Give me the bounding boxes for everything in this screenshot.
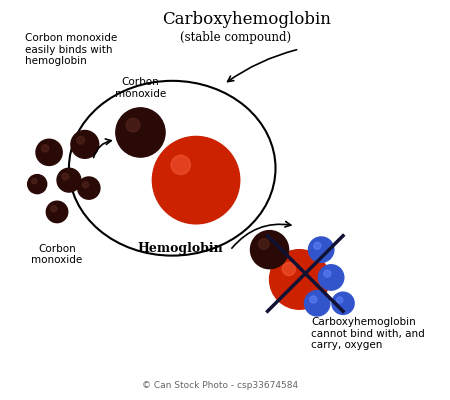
Text: Carboxyhemoglobin: Carboxyhemoglobin (162, 11, 331, 28)
Circle shape (171, 155, 190, 174)
Circle shape (57, 168, 81, 192)
Text: Corbon monoxide
easily binds with
hemoglobin: Corbon monoxide easily binds with hemogl… (25, 33, 117, 66)
Circle shape (62, 173, 69, 180)
Circle shape (41, 145, 49, 152)
Circle shape (270, 250, 329, 309)
Circle shape (78, 177, 100, 199)
Circle shape (319, 265, 344, 290)
Circle shape (308, 237, 334, 262)
Circle shape (153, 136, 240, 224)
Circle shape (337, 297, 343, 303)
Circle shape (27, 174, 47, 194)
Circle shape (251, 230, 288, 269)
Circle shape (82, 182, 89, 188)
Circle shape (32, 178, 37, 184)
Circle shape (51, 206, 57, 212)
Circle shape (116, 108, 165, 157)
Circle shape (310, 296, 317, 303)
Text: Corbon
monoxide: Corbon monoxide (32, 244, 83, 265)
Text: Carboxyhemoglobin
cannot bind with, and
carry, oxygen: Carboxyhemoglobin cannot bind with, and … (311, 317, 425, 350)
Circle shape (77, 136, 85, 144)
Circle shape (324, 270, 331, 277)
Circle shape (71, 130, 99, 158)
Circle shape (258, 238, 269, 249)
Circle shape (126, 118, 140, 132)
Text: Corbon
monoxide: Corbon monoxide (115, 77, 166, 99)
Circle shape (46, 201, 68, 223)
Text: (stable compound): (stable compound) (180, 31, 292, 44)
Circle shape (332, 292, 354, 314)
Text: Hemoglobin: Hemoglobin (137, 242, 223, 255)
Circle shape (282, 262, 296, 276)
Text: © Can Stock Photo - csp33674584: © Can Stock Photo - csp33674584 (142, 381, 298, 390)
Circle shape (314, 242, 321, 249)
Circle shape (305, 290, 330, 316)
Circle shape (36, 139, 62, 166)
